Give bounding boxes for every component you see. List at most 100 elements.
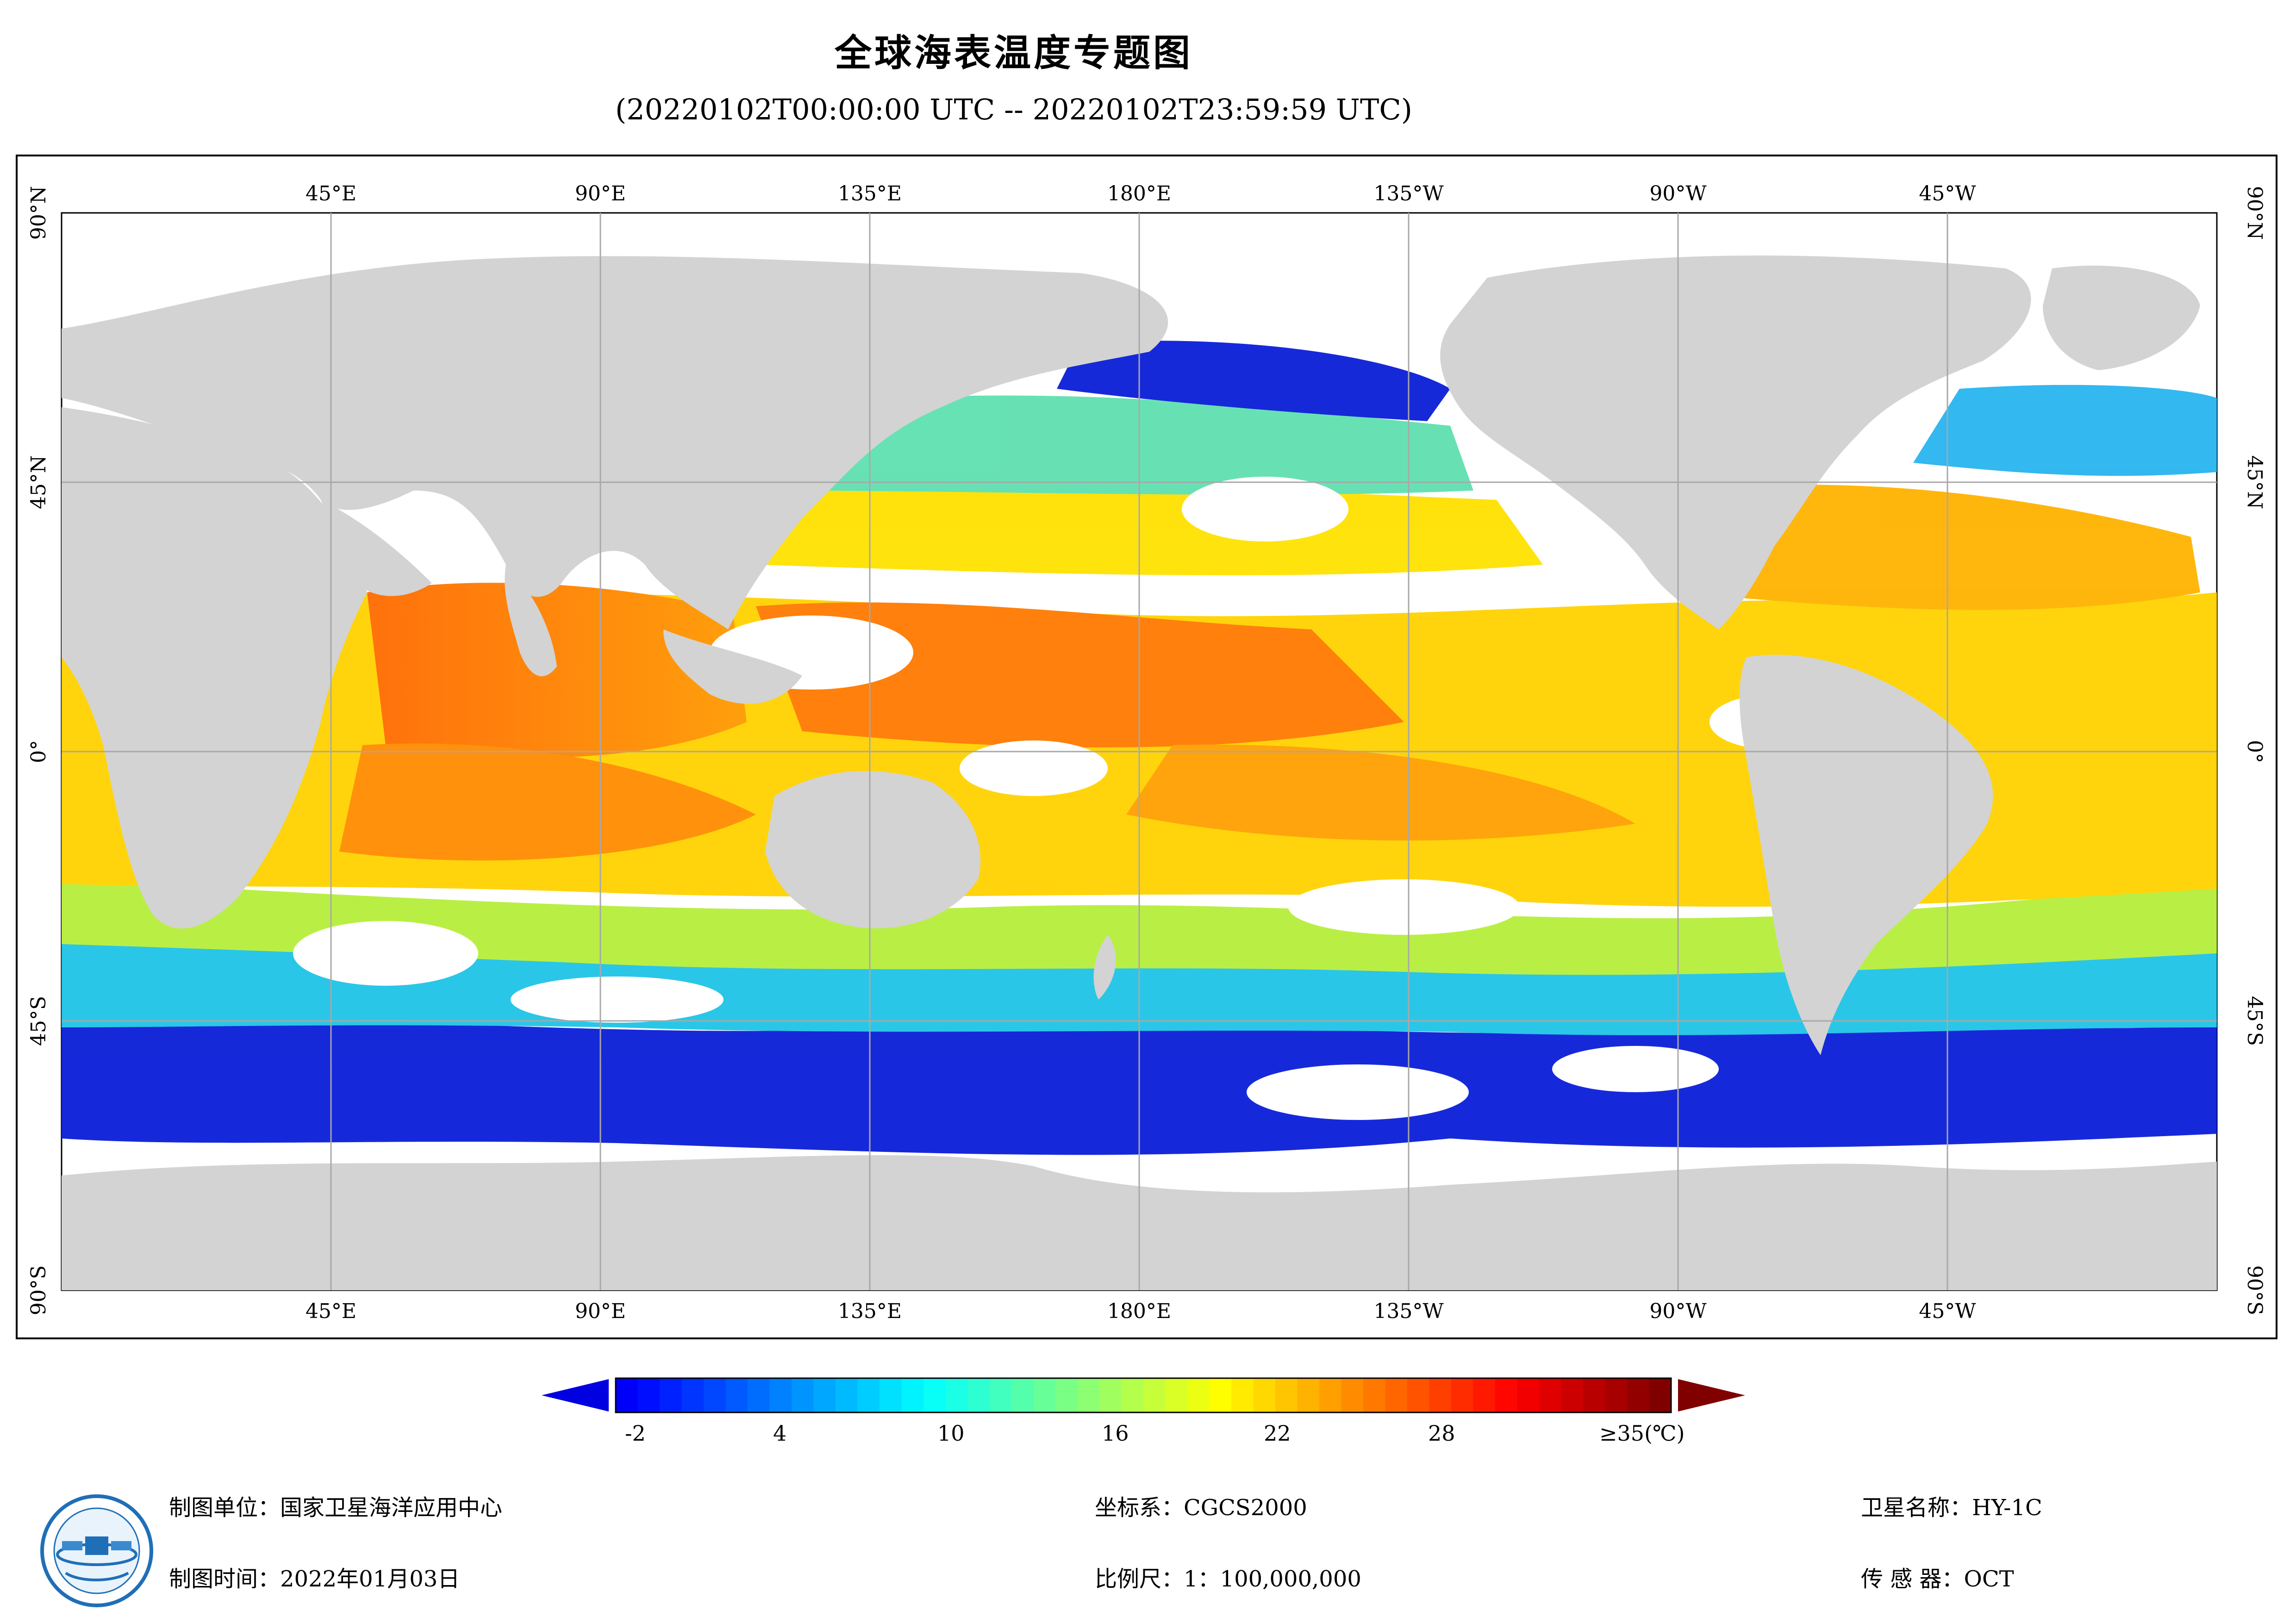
sst-north-cool (779, 395, 1473, 495)
colorbar-cell (1627, 1378, 1650, 1412)
lat-label-right: 0° (2243, 740, 2266, 763)
colorbar-cells (615, 1377, 1672, 1413)
colorbar-cell (1011, 1378, 1034, 1412)
time-range-subtitle: (20220102T00:00:00 UTC -- 20220102T23:59… (615, 93, 1412, 126)
lon-label-bottom: 45°E (306, 1300, 356, 1323)
colorbar-cell (1539, 1378, 1562, 1412)
colorbar-border (615, 1377, 1672, 1413)
sensor-text: 传 感 器：OCT (1861, 1566, 2014, 1592)
lat-label-left: 45°N (27, 455, 50, 510)
satellite-name-text: 卫星名称：HY-1C (1861, 1495, 2042, 1521)
lon-label-top: 45°W (1919, 182, 1976, 205)
colorbar-cell (792, 1378, 814, 1412)
sst-map: 45°E 90°E 135°E 180°E 135°W 90°W 45°W 45… (27, 182, 2266, 1323)
colorbar-cell (637, 1378, 660, 1412)
sst-atlantic-north (1682, 485, 2200, 610)
production-date-text: 制图时间：2022年01月03日 (169, 1566, 460, 1592)
lon-label-top: 90°W (1649, 182, 1707, 205)
colorbar-cell (1385, 1378, 1408, 1412)
colorbar-label: ≥35(℃) (1599, 1421, 1685, 1446)
sst-warm-south-indian (339, 743, 756, 861)
colorbar-cell (880, 1378, 902, 1412)
colorbar-label: 16 (1102, 1421, 1129, 1446)
colorbar-cell (769, 1378, 792, 1412)
colorbar-cell (1187, 1378, 1210, 1412)
cloud-gap (293, 921, 478, 986)
colorbar-cell (1407, 1378, 1430, 1412)
landmass-greenland (2043, 265, 2200, 370)
landmass-arabia (321, 500, 432, 596)
colorbar-label: 4 (773, 1421, 787, 1446)
lon-label-bottom: 90°W (1649, 1300, 1707, 1323)
landmass-newzealand (1093, 935, 1116, 1000)
colorbar-cell (1583, 1378, 1606, 1412)
landmass-eurasia (62, 256, 1168, 629)
colorbar-cell (616, 1378, 638, 1412)
sst-warm-pool-indian (367, 583, 747, 758)
lat-label-left: 45°S (27, 996, 50, 1046)
cloud-gap (960, 740, 1108, 796)
lat-label-left: 90°N (27, 186, 50, 240)
colorbar-cell (945, 1378, 968, 1412)
colorbar-cell (1165, 1378, 1188, 1412)
cloud-gap (1288, 879, 1520, 935)
nsoas-logo-icon (40, 1494, 153, 1607)
sst-warm-pacific-south (1126, 744, 1635, 841)
colorbar-cell (1341, 1378, 1364, 1412)
sst-north-cold (1057, 341, 1450, 421)
landmass-australia (765, 771, 981, 928)
colorbar-cell (857, 1378, 880, 1412)
lon-label-bottom: 90°E (575, 1300, 626, 1323)
colorbar-cell (704, 1378, 726, 1412)
colorbar-cell (1055, 1378, 1078, 1412)
graticule (62, 213, 2217, 1290)
lat-label-right: 45°N (2243, 455, 2266, 510)
colorbar-cell (1099, 1378, 1122, 1412)
colorbar-cell (1121, 1378, 1144, 1412)
map-frame: 45°E 90°E 135°E 180°E 135°W 90°W 45°W 45… (16, 155, 2277, 1339)
lon-label-top: 180°E (1107, 182, 1171, 205)
lat-label-left: 90°S (27, 1265, 50, 1315)
landmass-north-america (1440, 255, 2031, 629)
producer-text: 制图单位：国家卫星海洋应用中心 (169, 1495, 503, 1521)
map-title: 全球海表温度专题图 (835, 31, 1193, 75)
colorbar-cell (1429, 1378, 1452, 1412)
lat-label-left: 0° (27, 740, 50, 763)
lon-label-top: 90°E (575, 182, 626, 205)
colorbar-cell (1275, 1378, 1298, 1412)
lon-label-bottom: 180°E (1107, 1300, 1171, 1323)
colorbar-cell (1473, 1378, 1496, 1412)
colorbar-cell (1231, 1378, 1254, 1412)
sst-atlantic-subpolar (1913, 385, 2217, 476)
colorbar-cell (967, 1378, 990, 1412)
colorbar-cell (1209, 1378, 1232, 1412)
lat-label-right: 90°S (2243, 1265, 2266, 1315)
lon-label-top: 135°W (1373, 182, 1444, 205)
colorbar-cell (1253, 1378, 1276, 1412)
colorbar-cell (725, 1378, 748, 1412)
cloud-gap (1247, 1064, 1469, 1120)
colorbar-label: 28 (1428, 1421, 1455, 1446)
colorbar-cell (1143, 1378, 1166, 1412)
lon-label-top: 45°E (306, 182, 356, 205)
cloud-gap (1552, 1046, 1719, 1092)
colorbar-cell (681, 1378, 704, 1412)
sst-warm-pool-pacific (756, 602, 1404, 747)
colorbar-cell (1319, 1378, 1342, 1412)
colorbar-label: 22 (1264, 1421, 1291, 1446)
colorbar-label: 10 (937, 1421, 965, 1446)
landmass-indonesia (663, 629, 802, 704)
colorbar-cell (836, 1378, 858, 1412)
colorbar-cell (660, 1378, 682, 1412)
lat-label-right: 90°N (2243, 186, 2266, 240)
map-scale-text: 比例尺：1：100,000,000 (1095, 1566, 1361, 1592)
colorbar-cell (1033, 1378, 1056, 1412)
colorbar-cell (989, 1378, 1012, 1412)
colorbar-cell (813, 1378, 836, 1412)
colorbar-cell (1363, 1378, 1386, 1412)
colorbar-cell (748, 1378, 770, 1412)
lon-label-bottom: 135°W (1373, 1300, 1444, 1323)
cloud-gap (511, 976, 724, 1023)
colorbar-cell (1495, 1378, 1518, 1412)
lon-label-bottom: 45°W (1919, 1300, 1976, 1323)
